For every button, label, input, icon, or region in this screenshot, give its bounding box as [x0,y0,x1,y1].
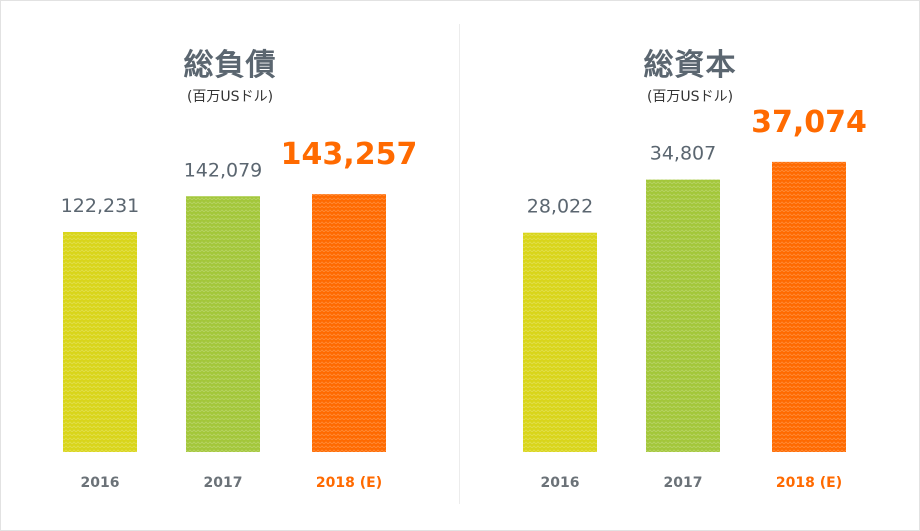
bar-chart-total-equity: 28,022 2016 34,807 2017 37,074 2018 (E) [523,105,867,491]
value-label: 142,079 [184,159,263,181]
category-label: 2018 (E) [776,475,842,491]
category-label: 2016 [81,475,120,491]
bar-2018-e [772,161,846,452]
chart-title: 総資本 [643,48,737,83]
bar-chart-total-liabilities: 122,231 2016 142,079 2017 143,257 2018 (E) [61,137,418,491]
total-liabilities-panel: 総負債 (百万USドル) 122,231 2016 142,079 2017 143,2… [61,48,418,491]
bar-2018-e [312,194,386,453]
value-label: 143,257 [281,137,418,172]
value-label: 28,022 [527,196,593,218]
category-label: 2017 [664,475,703,491]
bar-2017 [646,179,720,452]
category-label: 2017 [204,475,243,491]
bar-2017 [186,196,260,452]
value-label: 37,074 [751,105,867,140]
value-label: 34,807 [650,143,716,165]
chart-subtitle: (百万USドル) [186,89,274,105]
panel-divider [459,24,460,504]
bar-2016 [523,232,597,452]
category-label: 2016 [541,475,580,491]
category-label: 2018 (E) [316,475,382,491]
bar-2016 [63,231,137,452]
chart-subtitle: (百万USドル) [646,89,734,105]
value-label: 122,231 [61,195,140,217]
total-equity-panel: 総資本 (百万USドル) 28,022 2016 34,807 2017 37,074 2… [460,0,920,531]
chart-title: 総負債 [183,48,277,83]
